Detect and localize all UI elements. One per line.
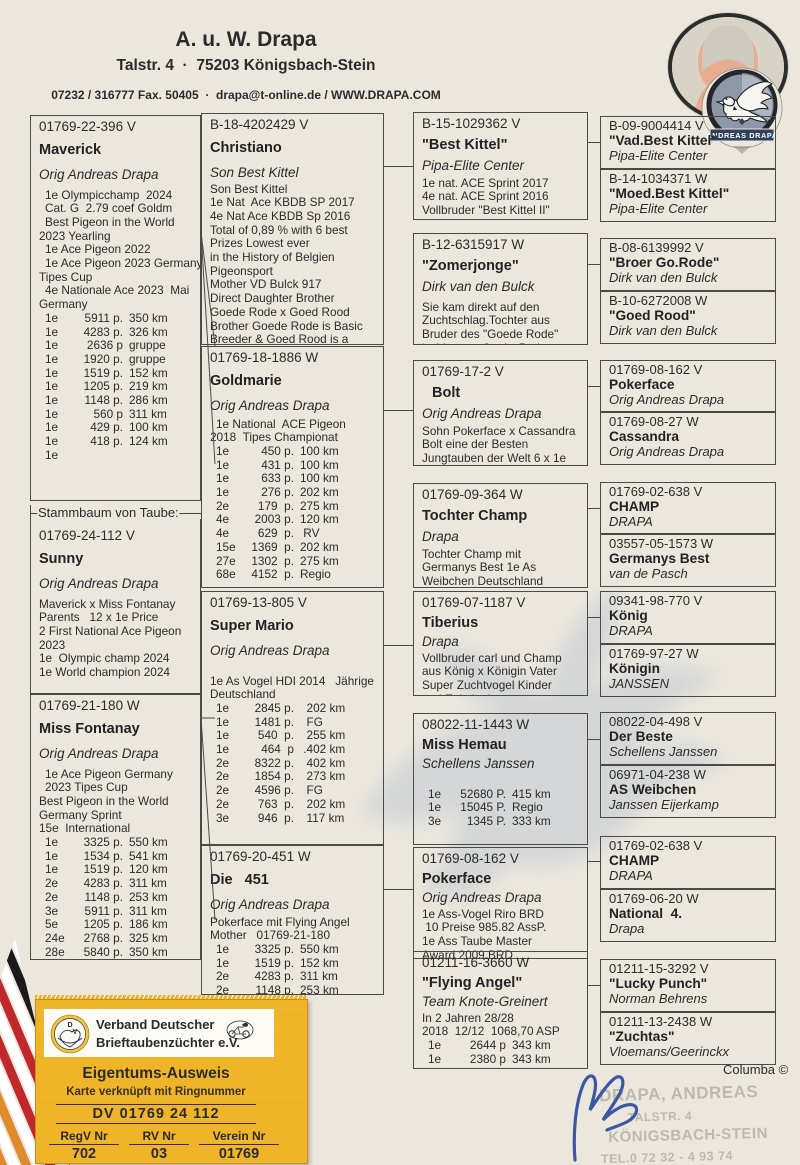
svg-text:D: D (67, 1022, 72, 1029)
